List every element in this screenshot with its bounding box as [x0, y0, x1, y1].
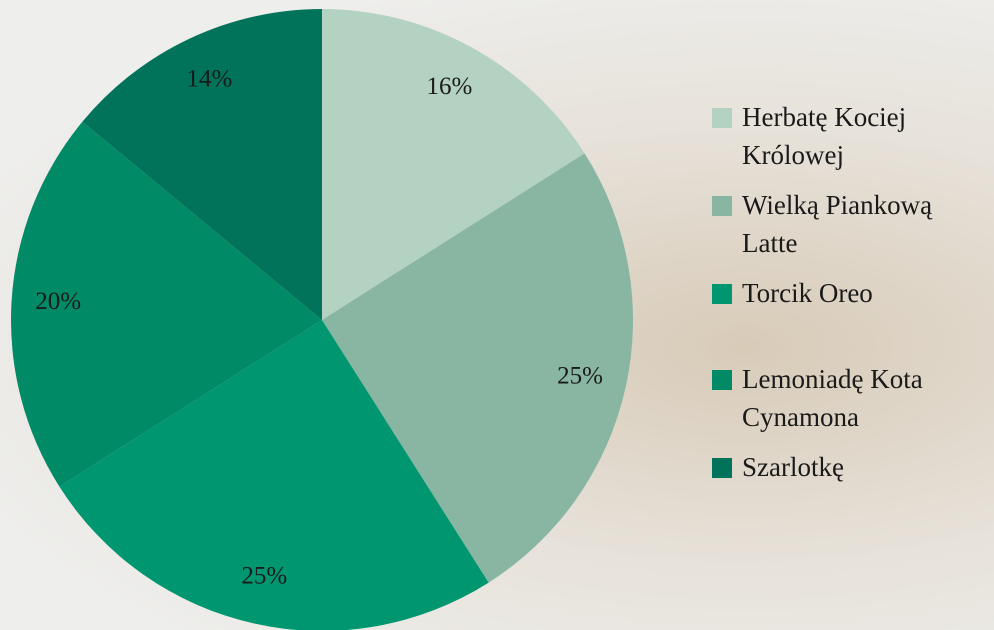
legend-swatch: [712, 108, 732, 128]
pie-area: 16% 25% 25% 20% 14%: [0, 0, 994, 630]
data-label: 16%: [426, 73, 472, 100]
chart: 16% 25% 25% 20% 14% Herbatę Kociej Królowej W…: [0, 0, 994, 630]
legend-swatch: [712, 458, 732, 478]
legend-label: Szarlotkę: [742, 448, 844, 486]
legend-item: Herbatę Kociej Królowej: [712, 98, 982, 174]
legend-item: Szarlotkę: [712, 448, 982, 486]
legend-item: Torcik Oreo: [712, 274, 982, 312]
data-label: 14%: [187, 66, 233, 93]
data-label: 25%: [241, 563, 287, 590]
legend-swatch: [712, 370, 732, 390]
data-label: 20%: [35, 288, 81, 315]
legend-swatch: [712, 196, 732, 216]
legend-label: Torcik Oreo: [742, 274, 873, 312]
data-label: 25%: [557, 362, 603, 389]
legend-item: Wielką Piankową Latte: [712, 186, 982, 262]
legend-swatch: [712, 284, 732, 304]
legend-label: Wielką Piankową Latte: [742, 186, 982, 262]
legend-label: Herbatę Kociej Królowej: [742, 98, 982, 174]
legend-label: Lemoniadę Kota Cynamona: [742, 360, 982, 436]
legend-item: Lemoniadę Kota Cynamona: [712, 360, 982, 436]
